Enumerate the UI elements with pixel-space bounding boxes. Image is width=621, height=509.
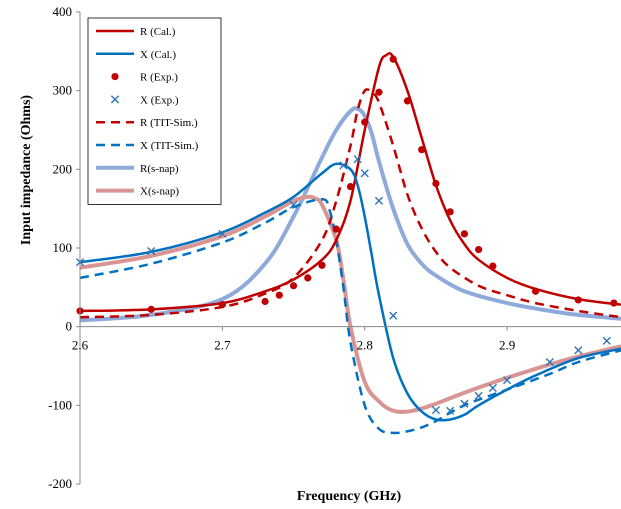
- legend-swatch: [111, 73, 119, 81]
- data-point: [218, 301, 226, 309]
- y-tick-label: 0: [66, 319, 73, 334]
- data-point: [460, 399, 469, 408]
- legend-item: R (TIT-Sim.): [96, 117, 198, 129]
- series-line: [79, 197, 621, 435]
- data-point: [346, 183, 355, 191]
- data-point: [304, 274, 312, 282]
- legend-item: X (Exp.): [110, 94, 179, 106]
- y-tick-label: -200: [48, 476, 72, 491]
- legend-item: X (TIT-Sim.): [96, 140, 199, 152]
- series-layer: [75, 51, 621, 435]
- data-point: [218, 229, 227, 238]
- data-point: [275, 291, 283, 299]
- series-6: [79, 106, 621, 323]
- data-point: [503, 376, 512, 385]
- x-axis-title: Frequency (GHz): [297, 489, 402, 504]
- legend-item: X(s-nap): [96, 186, 179, 198]
- data-point: [389, 311, 398, 320]
- data-point: [489, 262, 497, 270]
- series-line: [79, 194, 621, 414]
- legend-item: R(s-nap): [96, 163, 179, 175]
- legend-label: R(s-nap): [140, 163, 179, 175]
- series-3: [75, 155, 611, 415]
- data-point: [353, 155, 362, 164]
- series-7: [79, 194, 621, 414]
- data-point: [360, 169, 369, 178]
- data-point: [318, 261, 326, 269]
- series-0: [79, 51, 621, 313]
- legend-item: X (Cal.): [96, 49, 176, 61]
- series-5: [79, 197, 621, 435]
- axes-layer: [76, 11, 621, 485]
- legend-label: X (TIT-Sim.): [140, 140, 199, 152]
- series-line: [79, 51, 621, 313]
- data-point: [374, 196, 384, 205]
- data-point: [361, 118, 369, 126]
- data-point: [147, 247, 156, 256]
- data-point: [460, 230, 468, 238]
- x-tick-label: 2.9: [499, 338, 515, 353]
- y-axis-title: Input impedance (Ohms): [19, 95, 34, 245]
- data-point: [446, 406, 455, 415]
- legend-label: X (Exp.): [140, 94, 179, 106]
- legend-label: R (Cal.): [140, 26, 176, 38]
- series-2: [76, 55, 618, 315]
- legend-swatch: [110, 95, 120, 104]
- data-point: [474, 391, 483, 400]
- data-point: [610, 299, 618, 307]
- data-point: [602, 336, 611, 345]
- data-point: [488, 383, 497, 393]
- data-point: [289, 200, 298, 209]
- legend: R (Cal.) X (Cal.) R (Exp.) X (Exp.) R (TIT-S…: [87, 17, 222, 205]
- data-point: [545, 357, 554, 367]
- data-point: [389, 55, 397, 63]
- series-line: [79, 88, 621, 319]
- series-line: [79, 162, 621, 422]
- y-tick-label: 300: [53, 83, 73, 98]
- series-4: [79, 88, 621, 319]
- legend-item: R (Cal.): [96, 26, 176, 38]
- x-tick-label: 2.7: [214, 338, 231, 353]
- data-point: [403, 97, 412, 105]
- y-tick-label: 100: [53, 240, 73, 255]
- series-line: [79, 106, 621, 323]
- data-point: [432, 179, 440, 188]
- data-point: [531, 287, 540, 295]
- data-point: [475, 245, 483, 254]
- data-point: [339, 161, 348, 170]
- x-tick-label: 2.8: [357, 338, 373, 353]
- data-point: [147, 305, 155, 313]
- data-point: [574, 296, 582, 304]
- data-point: [375, 88, 383, 96]
- legend-label: X (Cal.): [140, 49, 176, 61]
- data-point: [446, 208, 454, 216]
- x-tick-label: 2.6: [72, 338, 89, 353]
- y-tick-label: 400: [53, 4, 73, 19]
- legend-label: X(s-nap): [140, 186, 179, 198]
- legend-item: R (Exp.): [111, 72, 178, 84]
- legend-box: [87, 17, 222, 205]
- y-tick-label: 200: [53, 161, 73, 176]
- tick-labels: 400 300 200 100 0 -100 -200 2.6 2.7 2.8 2.9: [48, 4, 515, 491]
- legend-label: R (TIT-Sim.): [140, 117, 198, 129]
- data-point: [431, 405, 441, 415]
- data-point: [418, 146, 426, 154]
- legend-label: R (Exp.): [140, 72, 178, 84]
- data-point: [261, 297, 269, 306]
- data-point: [574, 346, 583, 355]
- series-1: [79, 162, 621, 422]
- y-tick-label: -100: [48, 397, 72, 412]
- data-point: [332, 225, 340, 233]
- data-point: [289, 282, 298, 290]
